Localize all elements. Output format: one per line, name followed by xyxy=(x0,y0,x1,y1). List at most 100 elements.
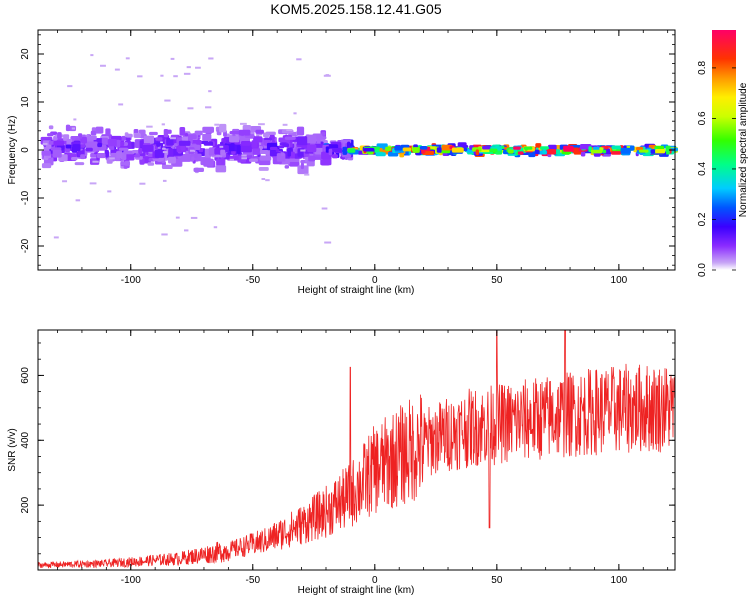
spectrogram-cell xyxy=(118,103,124,106)
snr-ylabel: SNR (v/v) xyxy=(7,428,18,471)
spectrogram-cell xyxy=(109,145,115,150)
x-tick-label: 50 xyxy=(491,575,503,586)
spectrogram-cell xyxy=(194,130,203,136)
spectrogram-cell xyxy=(451,147,464,153)
spectrogram-cell xyxy=(137,75,143,78)
snr-frame xyxy=(37,329,676,571)
spectrogram-cell xyxy=(41,163,52,169)
spectrogram-cell xyxy=(394,145,403,151)
spectrogram-cell xyxy=(149,131,158,136)
spectrogram-cell xyxy=(53,140,65,146)
spectrogram-cell xyxy=(169,137,176,140)
spectrogram-cell xyxy=(175,216,180,219)
x-tick-label: 0 xyxy=(372,275,378,286)
spectrogram-cell xyxy=(141,145,154,152)
spectrogram-cell xyxy=(259,150,272,155)
spectrogram-cell xyxy=(90,54,94,57)
x-tick-label: -50 xyxy=(246,275,261,286)
spectrogram-cell xyxy=(186,66,191,69)
spectrogram-cell xyxy=(166,137,174,146)
spectrogram-cell xyxy=(465,148,475,153)
spectrogram-cell xyxy=(100,64,106,67)
spectrogram-cell xyxy=(229,131,241,135)
spectrogram-cell xyxy=(95,126,104,134)
spectrogram-cell xyxy=(90,130,97,136)
spectrogram-cell xyxy=(523,146,533,150)
spectrogram-cell xyxy=(47,133,54,137)
spectrogram-cell xyxy=(189,149,195,152)
spectrogram-cell xyxy=(284,136,296,140)
spectrogram-cell xyxy=(240,141,251,146)
spectrogram-cell xyxy=(325,146,330,153)
spectrogram-cell xyxy=(284,165,290,169)
spectrogram-cell xyxy=(489,148,498,153)
figure-title: KOM5.2025.158.12.41.G05 xyxy=(270,1,441,17)
spectrogram-cell xyxy=(412,147,420,153)
spectrogram-cell xyxy=(96,153,106,159)
spectrogram-cell xyxy=(118,147,129,151)
spectrogram-cell xyxy=(666,149,670,155)
spectrogram-cell xyxy=(665,145,671,150)
spectrogram-cell xyxy=(580,151,586,157)
spectrogram-cell xyxy=(208,57,214,60)
spectrogram-cell xyxy=(161,123,165,126)
spectrogram-cell xyxy=(475,149,479,156)
spectrogram-cell xyxy=(269,149,278,157)
spectrogram-cell xyxy=(75,199,81,202)
spectrogram-cell xyxy=(139,182,146,185)
snr-series-line xyxy=(38,330,675,569)
spectrogram-cell xyxy=(154,149,165,158)
spectrogram-cell xyxy=(655,148,666,154)
spectrogram-cell xyxy=(120,162,127,166)
spectrogram-cell xyxy=(124,160,131,166)
x-tick-label: -100 xyxy=(121,575,141,586)
spectrogram-cell xyxy=(97,143,103,148)
spectrogram-cell xyxy=(73,118,77,121)
spectrogram-cell xyxy=(264,137,272,141)
spectrogram-cell xyxy=(92,160,99,163)
spectrogram-cell xyxy=(517,151,524,155)
spectrogram-cell xyxy=(187,107,194,110)
spectrogram-cell xyxy=(194,151,198,159)
spectrogram-cell xyxy=(202,133,212,142)
spectrogram-cell xyxy=(193,167,204,173)
spectrogram-cell xyxy=(286,129,293,132)
spectrogram-cell xyxy=(528,151,536,158)
spectrogram-cell xyxy=(252,147,261,155)
spectrogram-cell xyxy=(86,141,98,149)
spectrogram-cell xyxy=(170,57,175,60)
spectrogram-cell xyxy=(160,74,164,77)
spectrogram-cell xyxy=(71,156,78,161)
colorbar-gradient xyxy=(712,30,736,270)
spectrogram-cell xyxy=(314,143,325,148)
spectrogram-cell xyxy=(238,129,251,136)
spectrogram-cell xyxy=(106,158,113,164)
x-tick-label: 100 xyxy=(611,275,628,286)
spectrogram-cell xyxy=(572,147,580,153)
spectrogram-cell xyxy=(72,144,81,152)
spectrogram-cell xyxy=(296,58,302,61)
spectrogram-cell xyxy=(220,157,224,165)
spectrogram-cell xyxy=(293,112,297,115)
spectrogram-cell xyxy=(419,146,428,150)
colorbar-label: Normalized spectral amplitude xyxy=(738,82,749,217)
spectrogram-cell xyxy=(89,182,97,185)
spectrogram-cell xyxy=(363,147,375,152)
spectrogram-cell xyxy=(611,145,622,150)
spectrogram-cell xyxy=(163,129,169,138)
spectrogram-cell xyxy=(161,233,168,236)
x-tick-label: 100 xyxy=(611,575,628,586)
spectrogram-cell xyxy=(202,126,215,133)
spectrogram-cell xyxy=(282,123,288,126)
spectrogram-cell xyxy=(74,162,85,166)
spectrogram-cell xyxy=(540,146,549,150)
spectrogram-cell xyxy=(107,190,112,193)
spectrogram-cell xyxy=(229,136,240,143)
spectrogram-cell xyxy=(161,164,173,170)
spectrogram-cell xyxy=(126,152,134,159)
spectrogram-cell xyxy=(312,156,324,160)
y-tick-label: -20 xyxy=(20,238,31,253)
spectrogram-cell xyxy=(71,127,76,130)
spectrogram-cell xyxy=(114,68,120,71)
